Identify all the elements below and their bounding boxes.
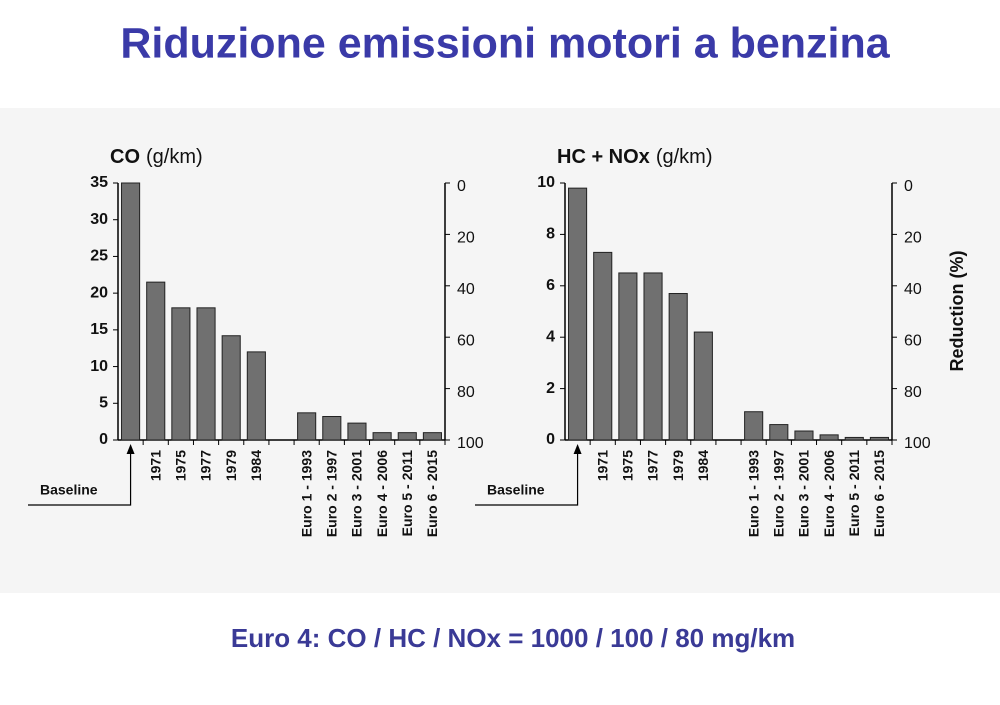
y-tick-label: 20 [90,284,108,301]
x-tick-label: 1977 [198,450,214,481]
y2-tick-label: 20 [904,230,922,247]
bar [618,272,638,441]
x-tick-label: Euro 3 - 2001 [349,450,365,537]
title-unit: (g/km) [656,146,713,168]
arrow-head [126,444,135,454]
y-tick-label: 30 [90,211,108,228]
x-tick-label: 1984 [248,450,264,481]
bar [121,182,141,441]
y2-tick-label: 40 [904,281,922,298]
bar [794,430,814,441]
y-tick-label: 2 [546,380,555,397]
x-tick-label: Euro 2 - 1997 [324,450,340,537]
y-tick-label: 8 [546,226,555,243]
x-tick-label: 1975 [620,450,636,481]
arrow-head [573,444,582,454]
y-tick-label: 10 [537,174,555,191]
y-tick-label: 6 [546,277,555,294]
y-tick-label: 5 [99,395,108,412]
bar [869,436,889,441]
x-tick-label: 1977 [645,450,661,481]
bar [568,187,588,441]
bar [171,307,191,441]
y-tick-label: 25 [90,248,108,265]
y-tick-label: 10 [90,358,108,375]
bar [693,331,713,441]
slide-title: Riduzione emissioni motori a benzina [120,19,890,67]
bar [322,416,342,441]
title-main: CO [110,146,140,168]
y2-tick-label: 100 [904,435,931,452]
y-tick-label: 0 [99,431,108,448]
x-tick-label: Euro 2 - 1997 [771,450,787,537]
bar [297,412,317,441]
y-tick-label: 35 [90,174,108,191]
x-tick-label: Euro 1 - 1993 [298,450,314,537]
y2-tick-label: 100 [457,435,484,452]
annotation: Baseline [487,482,545,498]
bar [769,424,789,441]
y2-axis-label: Reduction (%) [947,251,967,372]
y2-tick-label: 60 [904,332,922,349]
chart-background [0,108,1000,593]
x-tick-label: Euro 4 - 2006 [821,450,837,537]
x-tick-label: 1971 [147,450,163,481]
x-tick-label: Euro 4 - 2006 [374,450,390,537]
bar [668,293,688,441]
y-tick-label: 4 [546,328,555,345]
y2-tick-label: 80 [457,384,475,401]
x-tick-label: Euro 5 - 2011 [846,450,862,537]
y2-tick-label: 40 [457,281,475,298]
chart-title: CO (g/km) [110,146,203,168]
x-tick-label: Euro 3 - 2001 [796,450,812,537]
y2-tick-label: 20 [457,230,475,247]
bar [593,251,613,441]
x-tick-label: 1979 [670,450,686,481]
x-tick-label: 1984 [695,450,711,481]
annotation-arrow [475,446,579,506]
title-main: HC + NOx [557,146,650,168]
bar [422,432,442,441]
bar [146,281,166,441]
x-tick-label: 1979 [223,450,239,481]
x-tick-label: 1971 [594,450,610,481]
bar [372,432,392,441]
x-tick-label: 1975 [173,450,189,481]
chart-title: HC + NOx (g/km) [557,146,712,168]
title-unit: (g/km) [146,146,203,168]
bar [844,436,864,441]
x-tick-label: Euro 6 - 2015 [424,450,440,537]
y2-tick-label: 80 [904,384,922,401]
bar [246,351,266,441]
bar [397,432,417,441]
x-tick-label: Euro 5 - 2011 [399,450,415,537]
y2-tick-label: 0 [457,178,466,195]
bar [221,335,241,441]
bar [196,307,216,441]
y2-tick-label: 60 [457,332,475,349]
y-tick-label: 0 [546,431,555,448]
y2-tick-label: 0 [904,178,913,195]
bar [643,272,663,441]
annotation-arrow [28,446,132,506]
bar [819,434,839,441]
x-tick-label: Euro 6 - 2015 [871,450,887,537]
bar [347,422,367,441]
x-tick-label: Euro 1 - 1993 [745,450,761,537]
footer-text: Euro 4: CO / HC / NOx = 1000 / 100 / 80 … [231,623,795,653]
y-tick-label: 15 [90,321,108,338]
bar [744,411,764,441]
annotation: Baseline [40,482,98,498]
